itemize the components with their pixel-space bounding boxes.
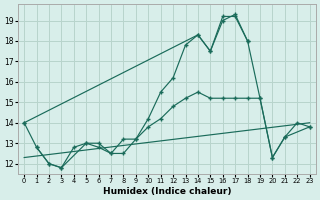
X-axis label: Humidex (Indice chaleur): Humidex (Indice chaleur): [103, 187, 231, 196]
